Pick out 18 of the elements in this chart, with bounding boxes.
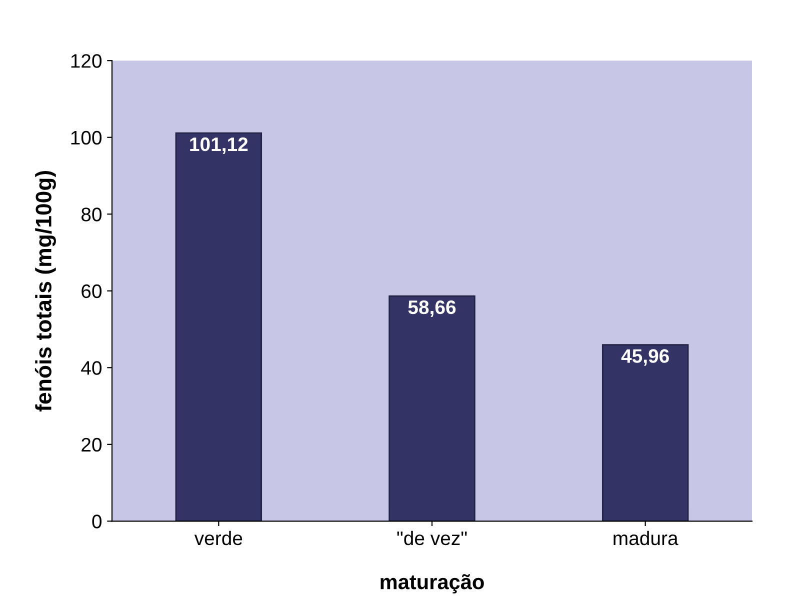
y-tick-label: 0 [92,514,102,528]
y-tick-label: 100 [71,130,102,145]
y-tick-label: 60 [82,284,102,298]
x-axis-title: maturação [380,574,484,594]
bar [388,295,476,522]
bar [602,344,689,522]
x-tick-label: "de vez" [397,530,467,546]
data-label: 101,12 [190,137,248,154]
x-tick-label: verde [194,530,242,546]
y-axis-title: fenóis totais (mg/100g) [34,170,56,412]
y-tick-label: 20 [82,438,102,452]
y-tick-label: 80 [81,208,102,222]
y-tick-label: 120 [71,54,102,68]
data-label: 45,96 [621,349,669,366]
bar [175,132,262,522]
x-tick-label: madura [614,530,678,546]
y-tick-label: 40 [81,361,102,375]
data-label: 58,66 [408,300,456,317]
